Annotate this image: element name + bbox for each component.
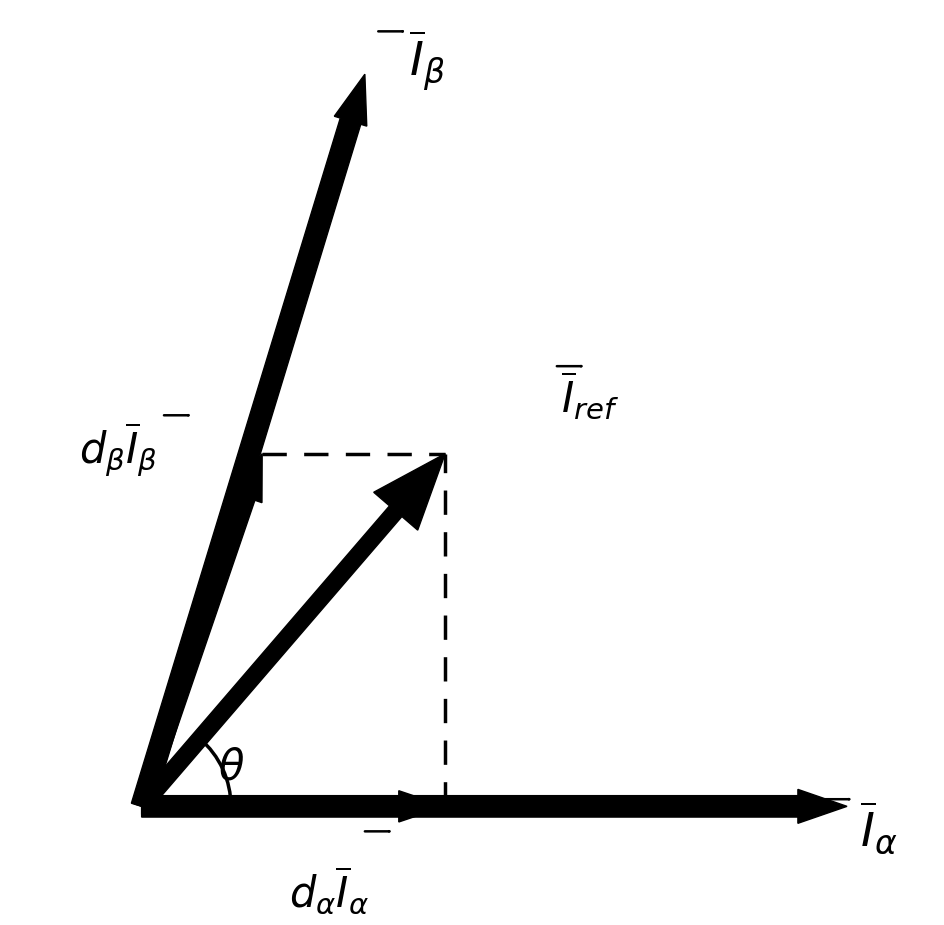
FancyArrow shape: [131, 74, 367, 809]
FancyArrow shape: [142, 791, 446, 822]
FancyArrow shape: [134, 453, 262, 809]
Text: $\theta$: $\theta$: [217, 746, 244, 788]
FancyArrow shape: [142, 789, 847, 823]
Text: $\overline{I}_{ref}$: $\overline{I}_{ref}$: [562, 370, 620, 422]
Text: $\overline{I}_\beta$: $\overline{I}_\beta$: [410, 29, 446, 92]
Text: $d_\alpha\overline{I}_\alpha$: $d_\alpha\overline{I}_\alpha$: [289, 864, 369, 916]
Text: $\overline{I}_\alpha$: $\overline{I}_\alpha$: [860, 800, 898, 857]
Text: $d_\beta\overline{I}_\beta$: $d_\beta\overline{I}_\beta$: [79, 420, 158, 478]
FancyArrow shape: [135, 453, 446, 812]
